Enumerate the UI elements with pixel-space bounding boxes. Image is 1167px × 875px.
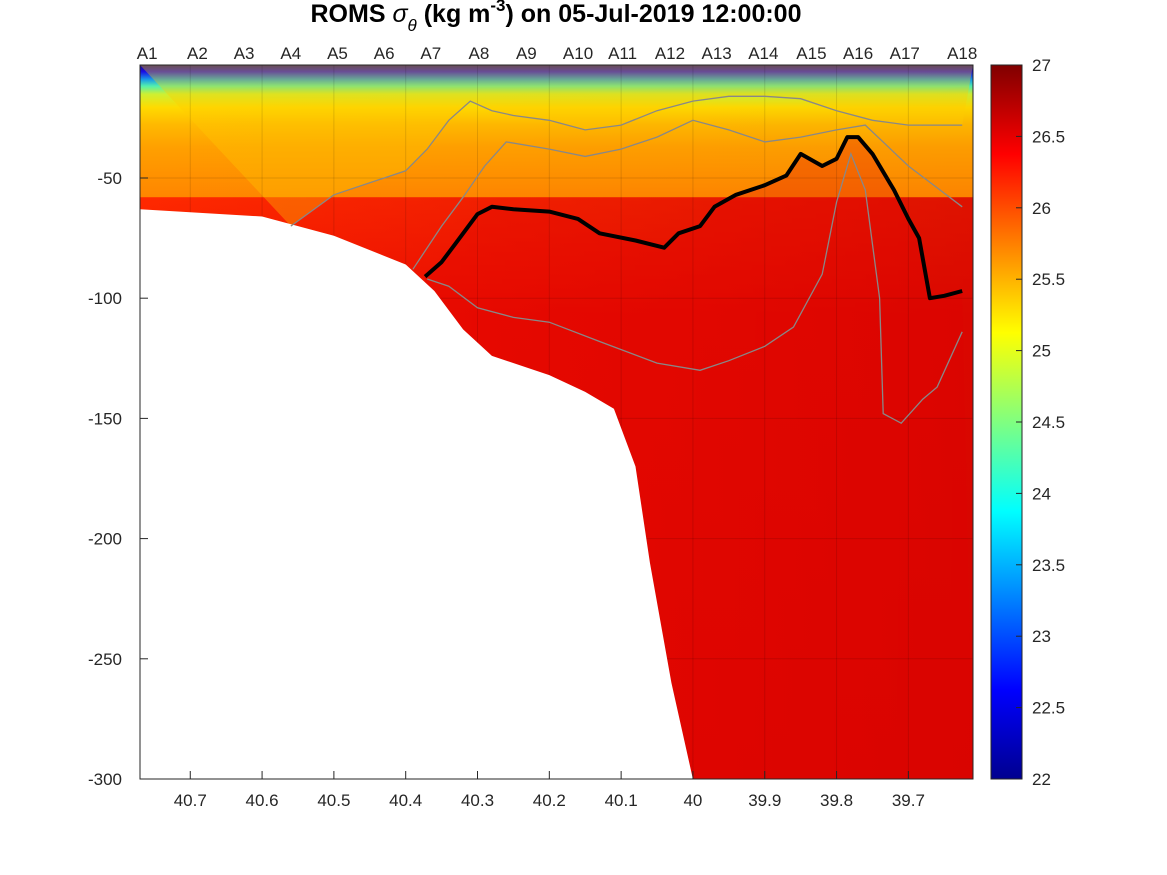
station-label: A18 xyxy=(947,44,977,63)
warm-surface-patch xyxy=(140,65,973,227)
station-label: A5 xyxy=(327,44,348,63)
station-label: A4 xyxy=(280,44,301,63)
station-labels: A1 A2 A3 A4 A5 A6 A7 A8 A9 A10 A11 A12 A13 A14 A15 A16 A… xyxy=(137,44,978,63)
y-tick-label: -300 xyxy=(88,770,122,789)
plot-frame xyxy=(139,64,974,780)
station-label: A8 xyxy=(469,44,490,63)
y-tick-label: -200 xyxy=(88,530,122,549)
colorbar-ticks: 22 22.5 23 23.5 24 24.5 25 25.5 26 26.5 27 xyxy=(1016,56,1065,789)
x-tick-label: 39.8 xyxy=(820,791,853,810)
station-label: A3 xyxy=(234,44,255,63)
station-label: A13 xyxy=(702,44,732,63)
x-tick-label: 40 xyxy=(683,791,702,810)
isopycnal-contour xyxy=(423,135,963,301)
station-label: A15 xyxy=(796,44,826,63)
station-label: A11 xyxy=(608,44,637,63)
station-label: A17 xyxy=(890,44,920,63)
surface-layer-band xyxy=(140,65,973,198)
y-tick-label: -150 xyxy=(88,409,122,428)
station-label: A12 xyxy=(655,44,685,63)
station-label: A16 xyxy=(843,44,873,63)
y-tick-label: -50 xyxy=(97,169,122,188)
colorbar-tick-label: 25.5 xyxy=(1032,270,1065,289)
x-tick-label: 39.7 xyxy=(892,791,925,810)
gray-contour-line xyxy=(290,95,963,227)
y-axis: -50 -100 -150 -200 -250 -300 xyxy=(88,169,148,789)
station-label: A2 xyxy=(187,44,208,63)
colorbar-tick-label: 23 xyxy=(1032,627,1051,646)
station-label: A1 xyxy=(137,44,158,63)
station-label: A14 xyxy=(748,44,778,63)
colorbar-tick-label: 24.5 xyxy=(1032,413,1065,432)
station-label: A10 xyxy=(563,44,593,63)
x-tick-label: 39.9 xyxy=(748,791,781,810)
colorbar-tick-label: 26 xyxy=(1032,199,1051,218)
colorbar: 22 22.5 23 23.5 24 24.5 25 25.5 26 26.5 27 xyxy=(990,56,1065,789)
y-tick-label: -250 xyxy=(88,650,122,669)
y-tick-label: -100 xyxy=(88,289,122,308)
x-tick-label: 40.4 xyxy=(389,791,422,810)
colorbar-tick-label: 22 xyxy=(1032,770,1051,789)
gray-contour-line xyxy=(426,151,963,425)
colorbar-tick-label: 25 xyxy=(1032,342,1051,361)
x-tick-label: 40.6 xyxy=(246,791,279,810)
x-tick-label: 40.1 xyxy=(605,791,638,810)
chart-title: ROMS σθ (kg m-3) on 05-Jul-2019 12:00:00 xyxy=(311,0,802,35)
colorbar-tick-label: 22.5 xyxy=(1032,699,1065,718)
station-label: A9 xyxy=(516,44,537,63)
x-tick-label: 40.2 xyxy=(533,791,566,810)
x-tick-label: 40.5 xyxy=(317,791,350,810)
colorbar-tick-label: 27 xyxy=(1032,56,1051,75)
plot-area: 40.7 40.6 40.5 40.4 40.3 40.2 40.1 40 39.9 39.8 39… xyxy=(88,44,977,810)
x-tick-label: 40.7 xyxy=(174,791,207,810)
x-axis: 40.7 40.6 40.5 40.4 40.3 40.2 40.1 40 39.9 39.8 39… xyxy=(174,771,925,810)
station-label: A6 xyxy=(374,44,395,63)
gray-contours xyxy=(290,95,963,425)
colorbar-tick-label: 24 xyxy=(1032,484,1051,503)
station-label: A7 xyxy=(420,44,441,63)
colorbar-tick-label: 26.5 xyxy=(1032,127,1065,146)
x-tick-label: 40.3 xyxy=(461,791,494,810)
gray-contour-line xyxy=(412,119,963,270)
colorbar-tick-label: 23.5 xyxy=(1032,556,1065,575)
seafloor-mask xyxy=(140,209,693,779)
